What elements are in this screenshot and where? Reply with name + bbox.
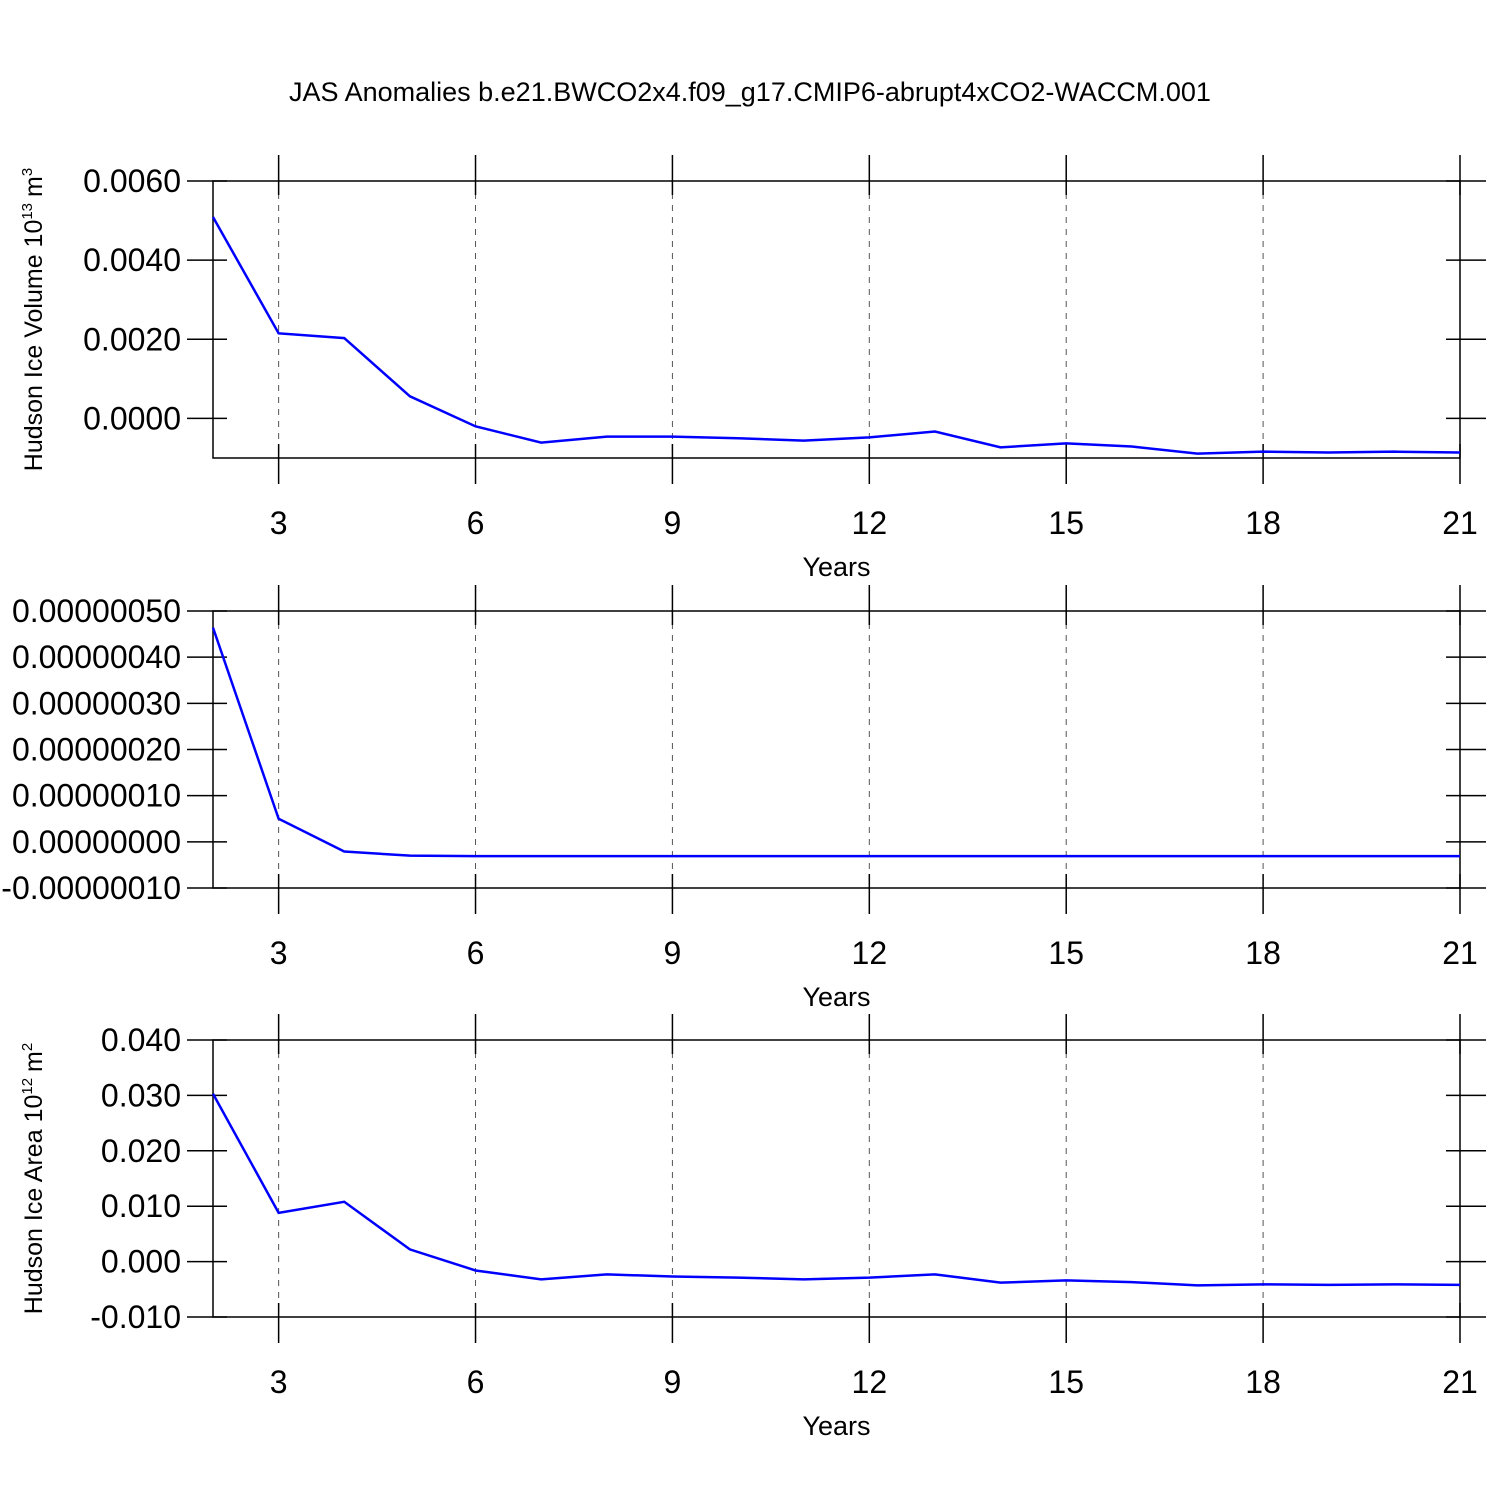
y-axis-label: Hudson Ice Volume 1013 m3 <box>19 168 48 471</box>
x-tick-label: 12 <box>852 1364 888 1400</box>
data-line <box>211 1093 1461 1287</box>
x-tick-label: 3 <box>270 505 288 541</box>
y-tick-label: -0.00000010 <box>1 870 181 906</box>
y-tick-label: 0.0060 <box>83 163 181 199</box>
x-tick-label: 21 <box>1442 935 1478 971</box>
y-axis-label-unit-exponent: 3 <box>19 168 36 176</box>
x-tick-label: 9 <box>664 1364 682 1400</box>
y-tick-label: 0.00000010 <box>12 778 181 814</box>
x-tick-label: 12 <box>852 935 888 971</box>
y-tick-label: 0.0040 <box>83 242 181 278</box>
x-axis-label: Years <box>802 552 870 582</box>
y-axis-label-unit: m <box>20 176 48 197</box>
y-axis-label: Hudson Ice Area 1012 m2 <box>19 1043 48 1314</box>
y-axis-label-unit: m <box>20 1051 48 1072</box>
x-tick-label: 15 <box>1048 1364 1084 1400</box>
x-axis-label: Years <box>802 982 870 1012</box>
y-axis-label-exponent: 13 <box>19 203 36 220</box>
x-tick-label: 12 <box>852 505 888 541</box>
y-tick-label: -0.010 <box>90 1299 181 1335</box>
y-tick-label: 0.000 <box>101 1244 181 1280</box>
y-tick-label: 0.00000030 <box>12 685 181 721</box>
y-tick-label: 0.00000040 <box>12 639 181 675</box>
y-axis-label-text: Hudson Ice Volume 10 <box>20 220 48 472</box>
y-tick-label: 0.020 <box>101 1133 181 1169</box>
plot-frame <box>212 1039 1461 1318</box>
y-tick-label: 0.040 <box>101 1022 181 1058</box>
y-tick-label: 0.0020 <box>83 321 181 357</box>
y-axis-label-exponent: 12 <box>19 1078 36 1095</box>
plot-frame <box>212 180 1461 459</box>
x-tick-label: 18 <box>1245 1364 1281 1400</box>
x-tick-label: 18 <box>1245 935 1281 971</box>
x-tick-label: 3 <box>270 935 288 971</box>
y-axis-label-text: Hudson Ice Area 10 <box>20 1095 48 1315</box>
y-tick-label: 0.010 <box>101 1188 181 1224</box>
x-tick-label: 3 <box>270 1364 288 1400</box>
x-tick-label: 21 <box>1442 505 1478 541</box>
y-axis-label-unit-exponent: 2 <box>19 1043 36 1051</box>
x-tick-label: 9 <box>664 505 682 541</box>
y-tick-label: 0.030 <box>101 1077 181 1113</box>
x-tick-label: 9 <box>664 935 682 971</box>
plot-frame <box>212 610 1461 889</box>
x-axis-label: Years <box>802 1411 870 1441</box>
y-tick-label: 0.00000020 <box>12 732 181 768</box>
x-tick-label: 21 <box>1442 1364 1478 1400</box>
chart-title: JAS Anomalies b.e21.BWCO2x4.f09_g17.CMIP… <box>289 77 1211 107</box>
x-tick-label: 6 <box>467 505 485 541</box>
y-tick-label: 0.00000050 <box>12 593 181 629</box>
x-tick-label: 18 <box>1245 505 1281 541</box>
data-line <box>211 216 1461 455</box>
y-tick-label: 0.00000000 <box>12 824 181 860</box>
x-tick-label: 6 <box>467 1364 485 1400</box>
x-tick-label: 15 <box>1048 505 1084 541</box>
x-tick-label: 6 <box>467 935 485 971</box>
data-line <box>211 627 1460 858</box>
x-tick-label: 15 <box>1048 935 1084 971</box>
y-tick-label: 0.0000 <box>83 400 181 436</box>
